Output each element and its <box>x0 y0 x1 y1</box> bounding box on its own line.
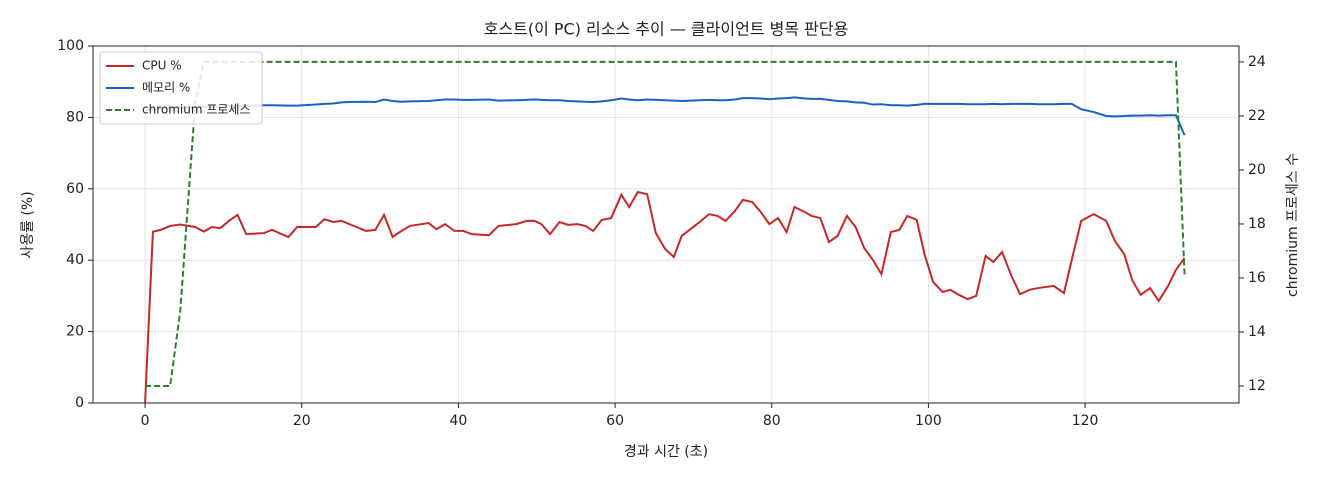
y2-tick-label: 12 <box>1248 378 1266 394</box>
y-tick-label: 40 <box>66 252 84 268</box>
x-tick-label: 80 <box>763 413 781 429</box>
series-line <box>144 96 1186 136</box>
chart-title: 호스트(이 PC) 리소스 추이 — 클라이언트 병목 판단용 <box>484 20 849 39</box>
y-axis-label: 사용률 (%) <box>20 191 36 258</box>
y2-axis-label: chromium 프로세스 수 <box>1285 153 1301 297</box>
legend-label: CPU % <box>142 59 182 73</box>
legend-label: 메모리 % <box>142 81 190 95</box>
x-tick-label: 60 <box>606 413 624 429</box>
legend-label: chromium 프로세스 <box>142 103 251 117</box>
y-tick-label: 100 <box>57 38 84 54</box>
y2-tick-label: 24 <box>1248 54 1266 70</box>
y-tick-label: 0 <box>75 395 84 411</box>
legend-box <box>99 51 263 125</box>
x-tick-label: 120 <box>1072 413 1099 429</box>
x-tick-label: 0 <box>141 413 150 429</box>
x-tick-label: 100 <box>915 413 942 429</box>
y-tick-label: 20 <box>66 324 84 340</box>
y-tick-label: 60 <box>66 181 84 197</box>
x-axis-label: 경과 시간 (초) <box>624 444 708 460</box>
y2-tick-label: 22 <box>1248 108 1266 124</box>
x-tick-label: 40 <box>450 413 468 429</box>
y2-tick-label: 16 <box>1248 270 1266 286</box>
x-tick-label: 20 <box>293 413 311 429</box>
y-tick-label: 80 <box>66 109 84 125</box>
y2-tick-label: 20 <box>1248 162 1266 178</box>
y2-tick-label: 18 <box>1248 216 1266 232</box>
series-line <box>145 60 1186 387</box>
legend: CPU % 메모리 % chromium 프로세스 <box>99 51 263 125</box>
y2-tick-label: 14 <box>1248 324 1266 340</box>
series-line <box>144 190 1186 404</box>
plot-frame <box>92 45 1240 404</box>
